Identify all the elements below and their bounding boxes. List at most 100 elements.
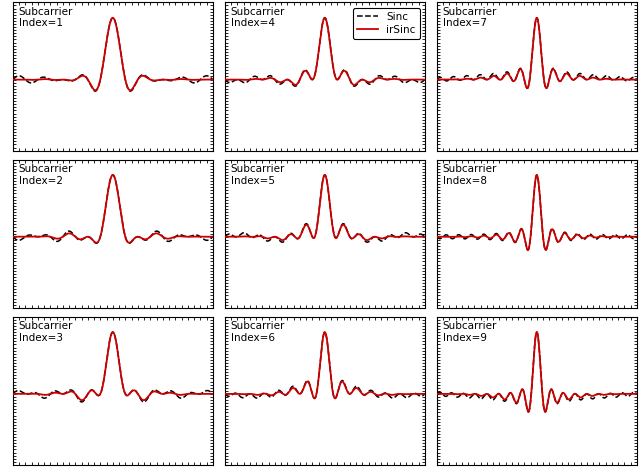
Line: Sinc: Sinc [225,332,425,398]
Sinc [627,391,635,397]
Sinc [203,388,211,394]
Text: Subcarrier
Index=8: Subcarrier Index=8 [443,164,497,185]
irSinc [9,391,17,396]
Sinc [421,77,429,83]
irSinc [627,234,635,240]
irSinc [9,234,17,240]
Sinc [443,78,451,84]
Sinc [415,80,423,85]
Text: Subcarrier
Index=9: Subcarrier Index=9 [443,321,497,343]
irSinc [310,396,318,401]
Sinc [204,388,211,394]
Sinc [109,15,116,21]
Line: Sinc: Sinc [437,18,637,88]
irSinc [531,189,538,195]
Sinc [433,391,441,396]
Sinc [9,234,17,240]
Sinc [19,390,27,396]
Sinc [209,76,216,82]
Line: irSinc: irSinc [13,18,212,90]
Sinc [313,62,321,67]
irSinc [379,76,387,81]
irSinc [415,391,423,397]
Sinc [531,189,538,195]
irSinc [19,234,27,240]
Sinc [313,225,321,231]
Sinc [101,210,109,215]
Line: Sinc: Sinc [437,332,637,412]
Sinc [525,82,532,88]
Sinc [421,234,429,239]
irSinc [92,87,99,93]
Sinc [109,172,116,178]
Line: irSinc: irSinc [437,18,637,88]
irSinc [109,15,116,21]
Sinc [291,84,299,89]
Sinc [231,77,239,83]
irSinc [415,391,423,397]
Sinc [9,391,17,396]
irSinc [627,391,635,396]
Sinc [525,246,532,252]
irSinc [279,237,287,243]
Sinc [318,23,326,28]
Line: irSinc: irSinc [437,332,637,412]
irSinc [627,77,635,83]
Line: Sinc: Sinc [13,18,212,91]
Sinc [278,239,286,245]
irSinc [203,77,211,83]
irSinc [321,172,329,178]
irSinc [231,77,239,83]
Sinc [415,231,423,237]
Sinc [221,234,228,240]
Sinc [433,234,441,240]
Sinc [533,15,541,21]
Sinc [421,391,429,397]
Sinc [321,15,329,21]
irSinc [627,391,635,396]
Line: Sinc: Sinc [225,18,425,86]
Line: irSinc: irSinc [13,175,212,243]
Line: Sinc: Sinc [13,175,212,243]
irSinc [321,15,329,21]
irSinc [19,76,27,82]
irSinc [531,350,538,355]
Text: Subcarrier
Index=7: Subcarrier Index=7 [443,7,497,28]
irSinc [627,77,635,83]
Sinc [9,77,17,83]
Sinc [204,73,211,79]
Sinc [318,182,326,187]
Sinc [415,393,423,398]
irSinc [433,77,441,83]
Sinc [533,329,541,335]
irSinc [166,77,174,83]
irSinc [525,409,532,414]
irSinc [525,409,532,414]
irSinc [591,75,598,81]
irSinc [101,210,109,216]
irSinc [109,172,116,178]
Sinc [525,409,532,414]
Sinc [415,393,423,398]
Sinc [379,392,387,397]
Sinc [379,238,387,244]
irSinc [101,50,109,56]
Sinc [106,177,114,183]
irSinc [109,329,116,335]
Line: irSinc: irSinc [437,175,637,250]
Sinc [633,234,640,240]
irSinc [533,15,541,21]
Sinc [627,391,635,397]
irSinc [209,77,216,83]
Sinc [591,395,598,401]
Sinc [627,76,635,81]
Sinc [221,77,228,83]
irSinc [313,389,321,395]
irSinc [633,234,640,240]
irSinc [93,240,100,245]
irSinc [101,371,109,377]
Line: Sinc: Sinc [225,175,425,242]
Sinc [209,391,216,396]
Sinc [203,237,211,243]
Sinc [443,232,451,238]
